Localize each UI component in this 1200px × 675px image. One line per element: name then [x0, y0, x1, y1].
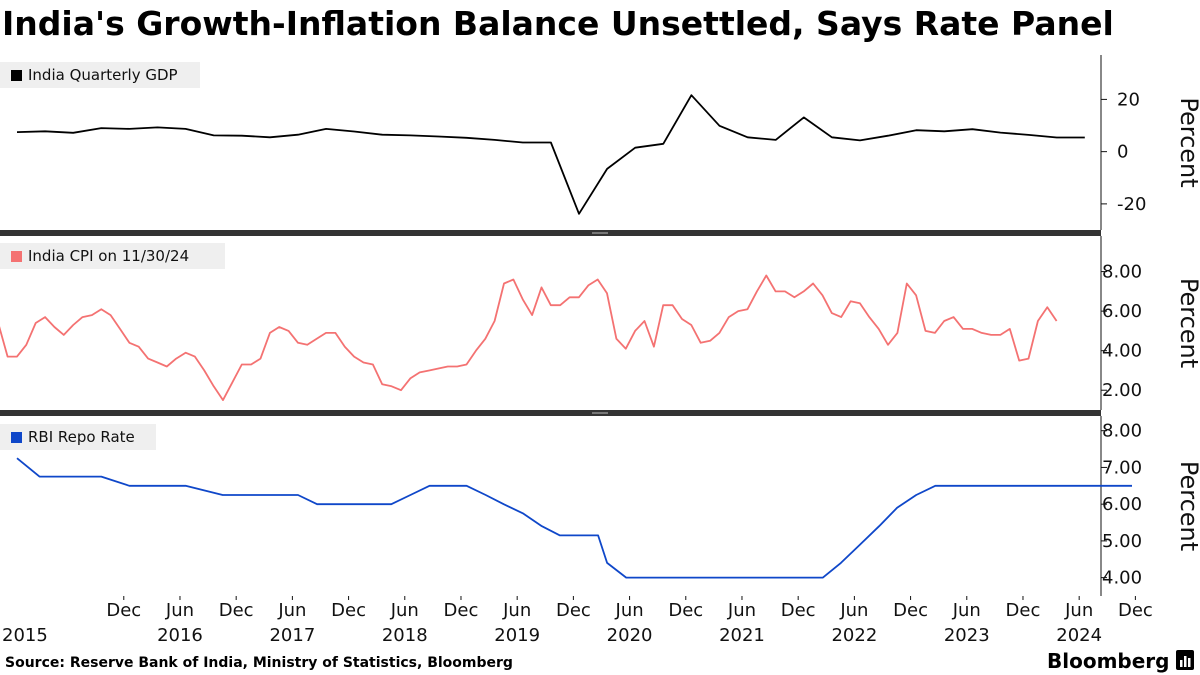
legend-swatch — [11, 432, 22, 443]
x-tick-year-label: 2016 — [157, 625, 203, 646]
panel-divider — [0, 230, 1101, 236]
terminal-icon-bar — [1180, 660, 1183, 667]
x-tick-label: Dec — [781, 600, 816, 621]
x-tick-label: Jun — [839, 600, 868, 621]
legend-label: RBI Repo Rate — [28, 428, 135, 446]
series-line — [0, 274, 1058, 401]
y-tick-label: 6.00 — [1102, 494, 1142, 515]
series-line — [16, 457, 1132, 579]
x-tick-year-label: 2015 — [2, 625, 48, 646]
terminal-icon-bar — [1188, 658, 1191, 667]
legend-background — [0, 243, 225, 269]
source-note: Source: Reserve Bank of India, Ministry … — [5, 655, 513, 671]
x-tick-label: Jun — [390, 600, 419, 621]
x-tick-label: Dec — [668, 600, 703, 621]
legend-background — [0, 424, 156, 450]
y-tick-label: 8.00 — [1102, 262, 1142, 283]
legend: India CPI on 11/30/24 — [0, 243, 225, 269]
x-axis: 2015 Dec Jun 2016 Dec Jun 2017 Dec Jun 2018 Dec Jun… — [2, 596, 1153, 646]
x-tick-year-label: 2018 — [382, 625, 428, 646]
terminal-icon-bar — [1184, 656, 1187, 667]
x-tick-label: Dec — [331, 600, 366, 621]
y-axis-title: Percent — [1175, 461, 1200, 551]
x-tick-label: Jun — [952, 600, 981, 621]
legend-label: India Quarterly GDP — [28, 66, 178, 84]
bloomberg-logo: Bloomberg — [1047, 649, 1194, 673]
series-line — [16, 94, 1085, 215]
x-tick-year-label: 2020 — [607, 625, 653, 646]
y-tick-label: 4.00 — [1102, 568, 1142, 589]
x-tick-label: Jun — [502, 600, 531, 621]
chart-panels: 20 0 -20 Percent India Quarterly GDP 8.00 6.00… — [0, 55, 1200, 596]
chart-panel-1: 20 0 -20 Percent India Quarterly GDP — [0, 55, 1200, 230]
panel-divider — [0, 410, 1101, 416]
y-tick-label: 8.00 — [1102, 421, 1142, 442]
legend: India Quarterly GDP — [0, 62, 200, 88]
y-tick-label: 5.00 — [1102, 531, 1142, 552]
x-tick-label: Dec — [893, 600, 928, 621]
x-tick-label: Dec — [1118, 600, 1153, 621]
chart-panel-3: 8.00 7.00 6.00 5.00 4.00 Percent RBI Repo Rate — [0, 416, 1200, 596]
x-tick-label: Dec — [219, 600, 254, 621]
y-tick-label: 20 — [1117, 89, 1140, 110]
x-tick-year-label: 2019 — [494, 625, 540, 646]
x-tick-label: Dec — [106, 600, 141, 621]
y-tick-label: 7.00 — [1102, 457, 1142, 478]
legend-background — [0, 62, 200, 88]
x-tick-year-label: 2024 — [1056, 625, 1102, 646]
legend-swatch — [11, 70, 22, 81]
legend-label: India CPI on 11/30/24 — [28, 247, 189, 265]
x-tick-label: Dec — [556, 600, 591, 621]
legend: RBI Repo Rate — [0, 424, 156, 450]
y-axis-title: Percent — [1175, 97, 1200, 187]
x-tick-year-label: 2023 — [944, 625, 990, 646]
x-tick-label: Jun — [615, 600, 644, 621]
y-tick-label: -20 — [1117, 194, 1146, 215]
brand-wordmark: Bloomberg — [1047, 649, 1169, 673]
y-tick-label: 6.00 — [1102, 301, 1142, 322]
x-tick-year-label: 2017 — [269, 625, 315, 646]
x-tick-label: Jun — [277, 600, 306, 621]
y-tick-label: 2.00 — [1102, 380, 1142, 401]
x-tick-label: Jun — [165, 600, 194, 621]
legend-swatch — [11, 251, 22, 262]
x-tick-label: Dec — [1006, 600, 1041, 621]
x-tick-label: Dec — [444, 600, 479, 621]
x-tick-label: Jun — [727, 600, 756, 621]
chart-title: India's Growth-Inflation Balance Unsettl… — [2, 4, 1114, 43]
x-tick-label: Jun — [1064, 600, 1093, 621]
y-tick-label: 0 — [1117, 142, 1128, 163]
y-tick-label: 4.00 — [1102, 341, 1142, 362]
chart-panel-2: 8.00 6.00 4.00 2.00 Percent India CPI on 11/3… — [0, 236, 1200, 410]
y-axis-title: Percent — [1175, 278, 1200, 368]
x-tick-year-label: 2022 — [831, 625, 877, 646]
x-tick-year-label: 2021 — [719, 625, 765, 646]
